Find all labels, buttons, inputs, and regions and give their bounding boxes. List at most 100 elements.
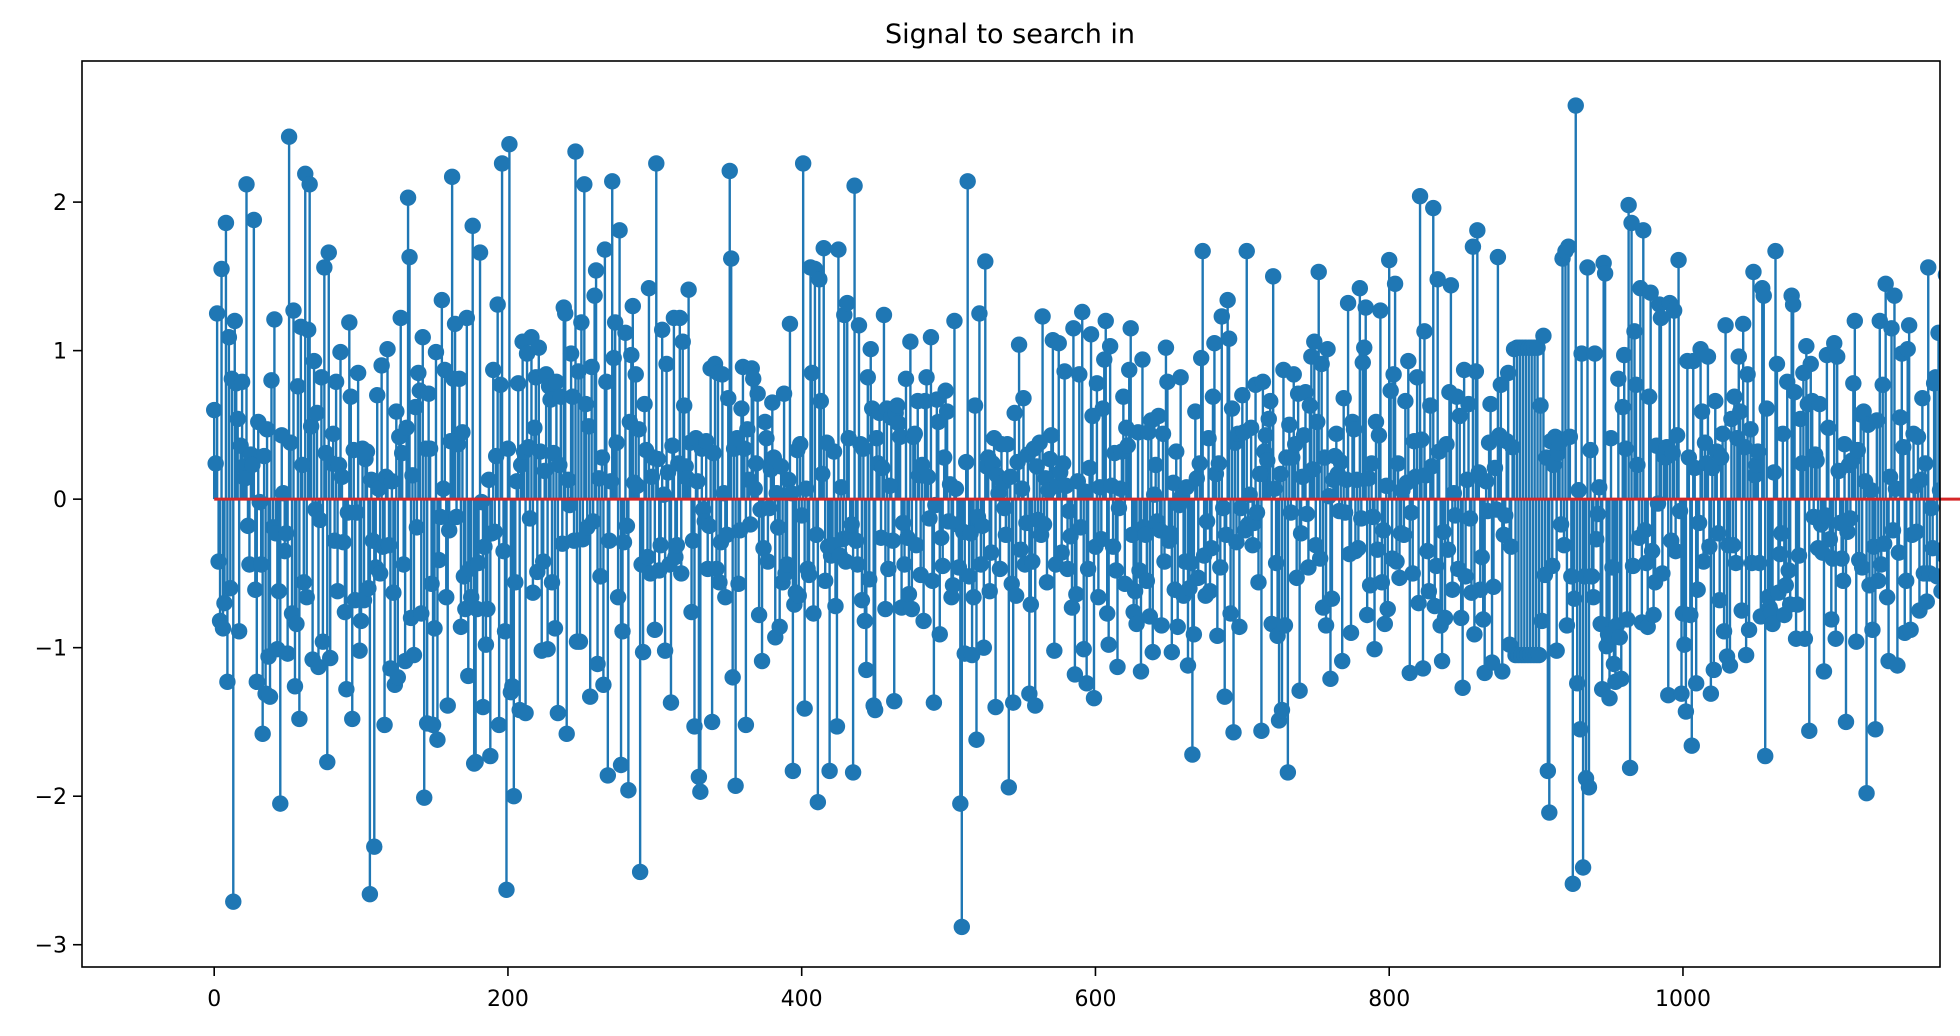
stem-marker xyxy=(960,568,978,585)
stem-marker xyxy=(1561,428,1579,445)
stem-marker xyxy=(1276,617,1294,634)
stem-marker xyxy=(571,633,589,650)
stem-marker xyxy=(319,753,336,771)
stem-marker xyxy=(784,762,802,780)
stem-marker xyxy=(226,312,243,330)
stem-marker xyxy=(1652,309,1670,327)
stem-marker xyxy=(1689,581,1706,598)
stem-marker xyxy=(1613,670,1630,688)
stem-marker xyxy=(631,863,649,881)
stem-marker xyxy=(997,526,1015,543)
stem-marker xyxy=(1873,556,1890,573)
stem-marker xyxy=(576,176,593,193)
stem-marker xyxy=(1448,388,1465,405)
stem-marker xyxy=(1404,565,1421,582)
y-tick-label: 1 xyxy=(53,340,67,365)
stem-marker xyxy=(1281,416,1298,434)
stem-marker xyxy=(1163,643,1181,661)
stem-marker xyxy=(584,513,602,530)
stem-marker xyxy=(1313,355,1330,373)
x-axis: 0 200 400 600 800 1000 xyxy=(207,967,1711,1012)
stem-marker xyxy=(1682,606,1699,624)
stem-marker xyxy=(1309,413,1326,431)
stem-marker xyxy=(477,636,495,653)
stem-marker xyxy=(1745,263,1762,281)
stem-marker xyxy=(1801,722,1818,740)
stem-marker xyxy=(1660,687,1677,704)
stem-marker xyxy=(1898,572,1915,590)
stem-marker xyxy=(239,517,257,535)
stem-marker xyxy=(1917,455,1934,472)
stem-marker xyxy=(1928,568,1940,585)
stem-marker xyxy=(1701,538,1718,555)
stem-marker xyxy=(1295,427,1313,444)
stem-marker xyxy=(1262,392,1279,410)
stem-marker xyxy=(781,315,799,333)
stem-marker xyxy=(596,241,614,258)
stem-marker xyxy=(1059,560,1076,578)
stem-marker xyxy=(1733,602,1750,619)
stem-marker xyxy=(1375,522,1392,539)
stem-marker xyxy=(1849,441,1866,459)
stem-marker xyxy=(975,639,993,656)
stem-marker xyxy=(344,710,361,728)
stem-marker xyxy=(1301,397,1319,414)
stem-marker xyxy=(808,526,825,543)
stem-marker xyxy=(366,838,383,855)
stem-marker xyxy=(720,389,737,407)
stem-marker xyxy=(1408,369,1426,386)
stem-marker xyxy=(423,575,440,593)
x-tick-label: 200 xyxy=(487,987,529,1012)
stem-marker xyxy=(230,623,248,640)
stem-marker xyxy=(639,548,656,566)
stem-marker xyxy=(1454,679,1471,696)
stem-marker xyxy=(324,425,342,442)
stem-marker xyxy=(593,449,611,466)
stem-marker xyxy=(918,369,935,386)
stem-marker xyxy=(1936,548,1940,563)
stem-marker xyxy=(1485,578,1502,595)
stem-marker xyxy=(817,572,834,590)
stem-marker xyxy=(758,430,775,447)
stem-marker xyxy=(927,496,944,514)
stem-marker xyxy=(1695,553,1712,570)
stem-marker xyxy=(1792,410,1809,428)
stem-marker xyxy=(1198,513,1216,530)
stem-marker xyxy=(733,400,750,417)
y-tick-label: 2 xyxy=(53,191,67,216)
stem-marker xyxy=(1445,485,1463,502)
stem-marker xyxy=(1204,388,1222,405)
stem-marker xyxy=(609,588,627,606)
stem-marker xyxy=(825,443,843,460)
stem-marker xyxy=(1378,477,1395,494)
stem-marker xyxy=(624,297,641,315)
stem-marker xyxy=(532,443,549,460)
stem-marker xyxy=(908,536,925,554)
stem-marker xyxy=(1323,590,1341,607)
stem-marker xyxy=(508,473,525,490)
stem-marker xyxy=(534,553,552,570)
stem-marker xyxy=(1267,554,1285,572)
stem-marker xyxy=(214,620,232,637)
stem-marker xyxy=(598,373,615,391)
stem-marker xyxy=(1598,637,1615,655)
stem-marker xyxy=(1350,539,1367,557)
stem-marker xyxy=(1544,557,1561,575)
stem-marker xyxy=(1855,403,1872,420)
stem-marker xyxy=(943,588,960,606)
stem-marker xyxy=(1676,636,1693,653)
stem-marker xyxy=(1382,382,1399,399)
stem-marker xyxy=(551,456,568,474)
stem-marker xyxy=(711,574,728,591)
stem-marker xyxy=(790,587,807,604)
stem-marker xyxy=(487,447,505,465)
stem-marker xyxy=(1715,623,1733,640)
stem-marker xyxy=(1902,621,1919,639)
stem-marker xyxy=(1215,499,1232,517)
stem-marker xyxy=(1360,470,1377,487)
stem-marker xyxy=(1560,238,1577,255)
stem-marker xyxy=(305,352,323,370)
stem-marker xyxy=(866,701,884,719)
stem-marker xyxy=(379,340,396,358)
stem-marker xyxy=(1808,452,1825,469)
